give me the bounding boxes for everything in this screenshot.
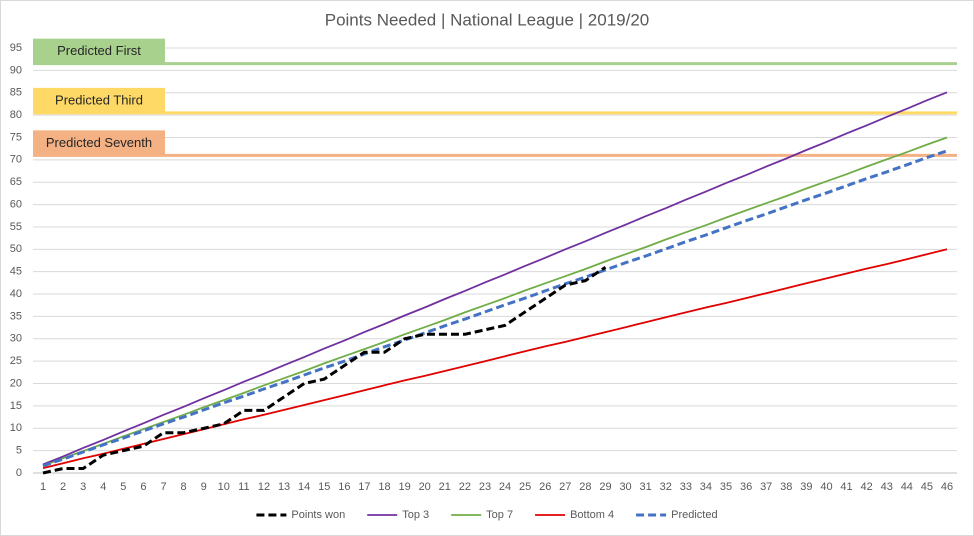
y-tick-label: 95 bbox=[10, 42, 22, 54]
y-tick-label: 5 bbox=[16, 445, 22, 457]
legend-label: Predicted bbox=[671, 509, 717, 521]
x-tick-label: 1 bbox=[40, 481, 46, 493]
y-tick-label: 10 bbox=[10, 422, 22, 434]
x-tick-label: 7 bbox=[160, 481, 166, 493]
legend: Points won Top 3 Top 7 Bottom 4 Predicted bbox=[256, 509, 718, 521]
x-tick-label: 12 bbox=[258, 481, 270, 493]
x-tick-label: 29 bbox=[599, 481, 611, 493]
x-tick-label: 10 bbox=[218, 481, 230, 493]
x-tick-label: 31 bbox=[640, 481, 652, 493]
series-line bbox=[42, 149, 948, 468]
x-tick-label: 33 bbox=[680, 481, 692, 493]
x-tick-label: 11 bbox=[238, 481, 249, 493]
y-tick-label: 30 bbox=[10, 333, 22, 345]
x-tick-label: 14 bbox=[298, 481, 310, 493]
x-tick-label: 30 bbox=[619, 481, 631, 493]
y-tick-label: 20 bbox=[10, 377, 22, 389]
y-tick-label: 60 bbox=[10, 198, 22, 210]
y-tick-label: 0 bbox=[16, 467, 22, 479]
y-tick-label: 65 bbox=[10, 176, 22, 188]
y-tick-label: 85 bbox=[10, 87, 22, 99]
x-tick-label: 9 bbox=[201, 481, 207, 493]
x-tick-label: 18 bbox=[378, 481, 390, 493]
x-tick-label: 46 bbox=[941, 481, 953, 493]
x-tick-label: 21 bbox=[439, 481, 451, 493]
legend-label: Top 7 bbox=[486, 509, 513, 521]
legend-label: Points won bbox=[291, 509, 345, 521]
x-tick-label: 34 bbox=[700, 481, 712, 493]
legend-item: Top 3 bbox=[367, 509, 429, 521]
x-tick-label: 41 bbox=[840, 481, 852, 493]
y-tick-label: 40 bbox=[10, 288, 22, 300]
x-tick-label: 39 bbox=[800, 481, 812, 493]
reference-label-box bbox=[33, 130, 165, 156]
x-tick-label: 5 bbox=[120, 481, 126, 493]
y-tick-label: 35 bbox=[10, 310, 22, 322]
reference-label: Predicted First bbox=[57, 43, 141, 58]
series-line bbox=[42, 136, 948, 467]
x-tick-label: 3 bbox=[80, 481, 86, 493]
x-tick-label: 37 bbox=[760, 481, 772, 493]
x-tick-label: 25 bbox=[519, 481, 531, 493]
y-tick-label: 75 bbox=[10, 131, 22, 143]
x-tick-label: 8 bbox=[181, 481, 187, 493]
y-tick-label: 80 bbox=[10, 109, 22, 121]
x-tick-label: 42 bbox=[861, 481, 873, 493]
x-tick-label: 17 bbox=[358, 481, 370, 493]
y-tick-label: 15 bbox=[10, 400, 22, 412]
y-tick-label: 50 bbox=[10, 243, 22, 255]
x-tick-label: 16 bbox=[338, 481, 350, 493]
x-tick-label: 15 bbox=[318, 481, 330, 493]
x-tick-label: 26 bbox=[539, 481, 551, 493]
x-tick-label: 23 bbox=[479, 481, 491, 493]
x-tick-label: 35 bbox=[720, 481, 732, 493]
x-tick-label: 43 bbox=[881, 481, 893, 493]
reference-label-box bbox=[33, 38, 165, 64]
x-tick-label: 28 bbox=[579, 481, 591, 493]
y-tick-label: 55 bbox=[10, 221, 22, 233]
series-line bbox=[42, 265, 607, 475]
y-tick-label: 90 bbox=[10, 64, 22, 76]
y-tick-label: 25 bbox=[10, 355, 22, 367]
series-line bbox=[42, 91, 948, 466]
x-tick-label: 22 bbox=[459, 481, 471, 493]
x-tick-label: 6 bbox=[140, 481, 146, 493]
x-tick-label: 27 bbox=[559, 481, 571, 493]
x-tick-label: 4 bbox=[100, 481, 106, 493]
legend-label: Bottom 4 bbox=[570, 509, 614, 521]
y-tick-label: 70 bbox=[10, 154, 22, 166]
x-tick-label: 32 bbox=[660, 481, 672, 493]
x-tick-label: 19 bbox=[398, 481, 410, 493]
x-tick-label: 2 bbox=[60, 481, 66, 493]
legend-label: Top 3 bbox=[402, 509, 429, 521]
reference-label: Predicted Third bbox=[55, 92, 143, 107]
x-tick-label: 13 bbox=[278, 481, 290, 493]
reference-label-box bbox=[33, 87, 165, 113]
legend-item: Bottom 4 bbox=[535, 509, 614, 521]
x-tick-label: 44 bbox=[901, 481, 913, 493]
y-tick-label: 45 bbox=[10, 266, 22, 278]
chart-title: Points Needed | National League | 2019/2… bbox=[325, 10, 650, 29]
legend-item: Top 7 bbox=[451, 509, 513, 521]
legend-item: Points won bbox=[256, 509, 345, 521]
legend-item: Predicted bbox=[636, 509, 718, 521]
x-tick-label: 20 bbox=[419, 481, 431, 493]
x-tick-label: 40 bbox=[820, 481, 832, 493]
x-tick-label: 36 bbox=[740, 481, 752, 493]
x-tick-label: 24 bbox=[499, 481, 511, 493]
x-tick-label: 45 bbox=[921, 481, 933, 493]
reference-label: Predicted Seventh bbox=[46, 135, 152, 150]
x-tick-label: 38 bbox=[780, 481, 792, 493]
